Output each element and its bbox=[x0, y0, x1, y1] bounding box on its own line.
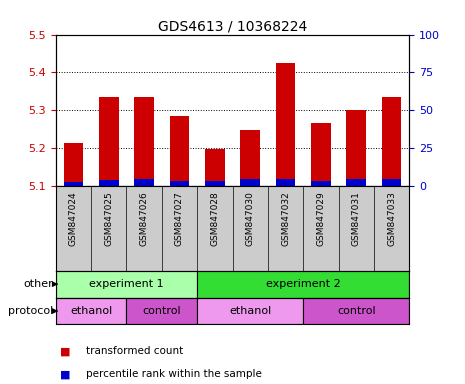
Bar bbox=[56, 298, 126, 324]
Text: GSM847026: GSM847026 bbox=[140, 191, 149, 246]
Bar bbox=[311, 122, 331, 186]
Bar bbox=[134, 179, 154, 186]
Text: other: other bbox=[24, 279, 53, 289]
Text: control: control bbox=[337, 306, 376, 316]
Bar bbox=[382, 179, 401, 186]
Text: transformed count: transformed count bbox=[86, 346, 183, 356]
Text: GSM847033: GSM847033 bbox=[387, 191, 396, 246]
Bar bbox=[382, 97, 401, 186]
Bar bbox=[205, 149, 225, 186]
Text: GSM847032: GSM847032 bbox=[281, 191, 290, 246]
Bar bbox=[240, 179, 260, 186]
Text: experiment 2: experiment 2 bbox=[266, 279, 340, 289]
Text: experiment 1: experiment 1 bbox=[89, 279, 164, 289]
Bar bbox=[197, 298, 303, 324]
Bar bbox=[303, 298, 409, 324]
Bar bbox=[240, 130, 260, 186]
Text: GSM847024: GSM847024 bbox=[69, 191, 78, 246]
Bar bbox=[346, 179, 366, 186]
Bar bbox=[99, 97, 119, 186]
Text: protocol: protocol bbox=[8, 306, 53, 316]
Title: GDS4613 / 10368224: GDS4613 / 10368224 bbox=[158, 20, 307, 33]
Bar bbox=[64, 182, 83, 186]
Text: GSM847031: GSM847031 bbox=[352, 191, 361, 246]
Bar bbox=[205, 181, 225, 186]
Bar bbox=[346, 111, 366, 186]
Text: GSM847030: GSM847030 bbox=[246, 191, 255, 246]
Text: percentile rank within the sample: percentile rank within the sample bbox=[86, 369, 262, 379]
Bar bbox=[170, 181, 189, 186]
Bar bbox=[170, 116, 189, 186]
Text: ethanol: ethanol bbox=[70, 306, 112, 316]
Bar bbox=[126, 298, 197, 324]
Bar bbox=[134, 97, 154, 186]
Bar bbox=[56, 271, 197, 298]
Text: control: control bbox=[142, 306, 181, 316]
Text: GSM847027: GSM847027 bbox=[175, 191, 184, 246]
Text: ■: ■ bbox=[60, 369, 71, 379]
Text: GSM847029: GSM847029 bbox=[316, 191, 326, 246]
Text: ■: ■ bbox=[60, 346, 71, 356]
Text: GSM847028: GSM847028 bbox=[210, 191, 219, 246]
Bar bbox=[276, 179, 295, 186]
Bar bbox=[99, 180, 119, 186]
Text: GSM847025: GSM847025 bbox=[104, 191, 113, 246]
Bar bbox=[276, 63, 295, 186]
Bar bbox=[64, 142, 83, 186]
Text: ethanol: ethanol bbox=[229, 306, 271, 316]
Bar bbox=[311, 181, 331, 186]
Bar bbox=[197, 271, 409, 298]
